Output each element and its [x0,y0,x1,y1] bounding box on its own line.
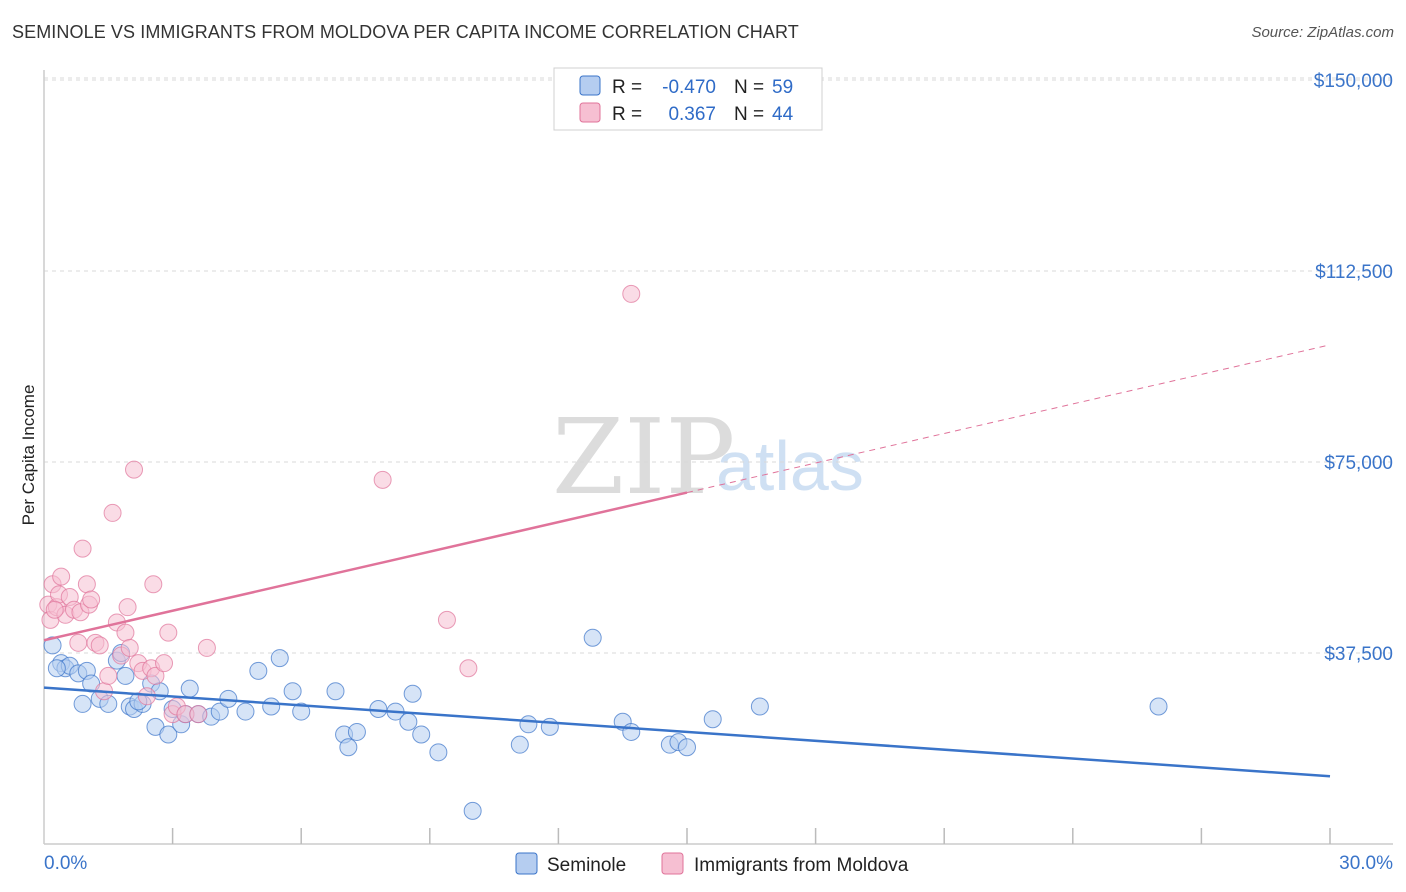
gridlines [44,77,1393,654]
y-tick-label: $75,000 [1324,453,1393,474]
seminole-point [283,682,302,701]
moldova-point [116,623,135,642]
series-seminole-points [43,628,1168,820]
moldova-point [69,633,88,652]
stats-swatch-seminole [579,75,601,96]
seminole-point [339,738,358,757]
stats-r-label-moldova: R = [612,104,642,125]
legend-label-seminole: Seminole [547,855,626,876]
stats-n-label-seminole: N = [734,77,764,98]
seminole-point [270,649,289,668]
seminole-point [249,661,268,680]
moldova-point [197,638,216,657]
stats-r-value-moldova: 0.367 [668,104,716,125]
seminole-point [678,738,696,757]
axes [43,70,1393,845]
legend-swatch-seminole [515,852,538,875]
moldova-point [82,590,101,609]
stats-r-value-seminole: -0.470 [662,77,716,98]
stats-r-label-seminole: R = [612,77,642,98]
seminole-trend-line [43,686,1331,778]
moldova-point [125,460,144,479]
seminole-point [583,628,602,647]
seminole-point [47,659,66,678]
seminole-point [210,702,229,721]
legend-swatch-moldova [661,852,684,875]
moldova-point [159,623,178,642]
moldova-point [118,598,137,617]
seminole-point [180,679,199,698]
seminole-point [750,697,769,716]
x-tick-label-max: 30.0% [1339,853,1393,874]
seminole-point [236,702,255,721]
moldova-point [622,284,641,303]
moldova-point [146,666,165,685]
seminole-point [262,697,281,716]
seminole-point [116,666,135,685]
y-tick-labels: $150,000 $112,500 $75,000 $37,500 [1314,71,1393,665]
moldova-point [99,666,118,685]
seminole-point [326,682,345,701]
seminole-point [73,694,92,713]
source-credit: Source: ZipAtlas.com [1251,24,1394,41]
series-moldova-points [39,284,641,724]
seminole-point [510,735,529,754]
seminole-point [429,743,448,762]
moldova-point [189,705,208,724]
moldova-point [90,636,109,655]
stats-n-label-moldova: N = [734,104,764,125]
moldova-point [373,470,392,489]
x-tick-label-min: 0.0% [44,853,87,874]
seminole-point [463,801,482,820]
moldova-point [77,575,96,594]
seminole-point [703,710,722,729]
seminole-point [159,725,178,744]
stats-n-value-moldova: 44 [772,104,794,125]
seminole-point [403,684,422,703]
watermark-atlas: atlas [716,427,864,505]
trend-lines [43,344,1331,778]
moldova-point [459,659,478,678]
stats-n-value-seminole: 59 [772,77,793,98]
moldova-trend-line [43,491,688,642]
seminole-point [399,712,418,731]
series-legend: Seminole Immigrants from Moldova [515,852,909,876]
watermark-zip: ZIP [552,396,735,518]
y-tick-label: $37,500 [1324,644,1393,665]
seminole-point [412,725,431,744]
legend-label-moldova: Immigrants from Moldova [694,855,909,876]
y-tick-label: $112,500 [1315,262,1393,283]
y-tick-label: $150,000 [1314,71,1393,92]
moldova-point [52,567,71,586]
moldova-point [144,575,163,594]
seminole-point [43,636,62,655]
seminole-point [347,722,366,741]
seminole-point [1149,697,1168,716]
stats-legend: R = -0.470 N = 59 R = 0.367 N = 44 [553,67,823,131]
moldova-point [45,600,64,619]
moldova-point [103,503,122,522]
y-axis-title: Per Capita Income [19,385,38,526]
moldova-point [155,654,174,673]
moldova-point [120,638,139,657]
moldova-point [437,610,456,629]
seminole-point [292,702,311,721]
stats-swatch-moldova [579,102,601,123]
seminole-point [622,722,641,741]
moldova-point [73,539,92,558]
chart-title: SEMINOLE VS IMMIGRANTS FROM MOLDOVA PER … [12,22,799,42]
seminole-point [519,715,538,734]
